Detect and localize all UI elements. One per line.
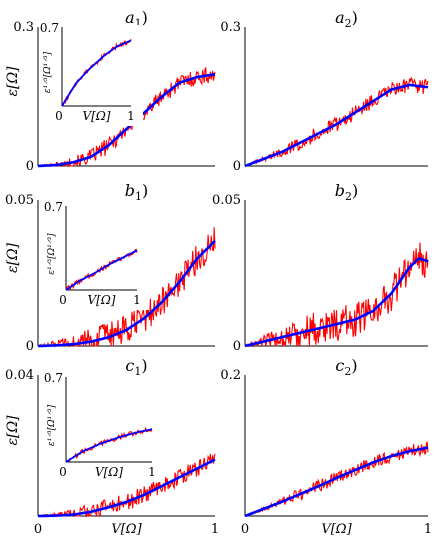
inset-xtick-0-c1: 0 — [59, 465, 67, 479]
series-noisy-b2 — [245, 242, 429, 348]
xtick-0-c1: 0 — [34, 522, 42, 537]
inset-b1: 0.7 0 1 V[Ω] ε¹ᐟ³[Ω¹ᐟ³] — [44, 200, 149, 310]
series-average-c2 — [244, 446, 429, 518]
panel-a1: 0.3 0 ε[Ω] a1) 0.7 0 1 V[Ω] ε¹ᐟ³[Ω¹ᐟ³] — [5, 8, 216, 174]
series-average-a2 — [244, 83, 429, 168]
xlabel-c2: V[Ω] — [321, 522, 352, 537]
inset-ylabel-b1: ε¹ᐟ³[Ω¹ᐟ³] — [47, 233, 57, 275]
inset-ylabel-c1: ε¹ᐟ³[Ω¹ᐟ³] — [47, 404, 57, 446]
ytick-bottom-a2: 0 — [233, 159, 241, 174]
series-average-b2 — [244, 256, 429, 348]
inset-ytick-c1: 0.7 — [44, 371, 63, 385]
series-average-a1 — [37, 73, 216, 168]
panel-label-c1: c1) — [125, 356, 147, 378]
xtick-1-c2: 1 — [424, 522, 432, 537]
panel-label-b2: b2) — [335, 181, 359, 203]
inset-background-c1 — [44, 375, 164, 482]
inset-series-average-c1 — [65, 428, 153, 463]
xlabel-c1: V[Ω] — [111, 522, 142, 537]
inset-a1: 0.7 0 1 V[Ω] ε¹ᐟ³[Ω¹ᐟ³] — [40, 21, 143, 126]
ytick-top-b1: 0.05 — [5, 193, 34, 208]
ytick-top-a1: 0.3 — [13, 20, 34, 35]
panel-b1: 0.05 0 ε[Ω] b1) 0.7 0 1 V[Ω] ε¹ᐟ³[Ω¹ᐟ³] — [5, 181, 216, 354]
series-noisy-c1 — [37, 453, 216, 519]
inset-xlabel-a1: V[Ω] — [83, 109, 111, 123]
inset-ylabel-a1: ε¹ᐟ³[Ω¹ᐟ³] — [43, 51, 53, 93]
ylabel-b1: ε[Ω] — [5, 242, 21, 273]
inset-xtick-1-c1: 1 — [148, 465, 156, 479]
ytick-top-c2: 0.2 — [220, 368, 241, 383]
ylabel-a1: ε[Ω] — [5, 66, 21, 97]
xtick-0-c2: 0 — [241, 522, 249, 537]
inset-ytick-a1: 0.7 — [40, 21, 59, 35]
panel-label-a1: a1) — [125, 8, 148, 30]
inset-xtick-1-a1: 1 — [127, 109, 135, 123]
panel-c1: 0.04 0 1 V[Ω] ε[Ω] c1) 0.7 0 1 V[Ω] ε¹ᐟ³[Ω¹ᐟ³] — [5, 356, 219, 537]
inset-ytick-b1: 0.7 — [44, 200, 63, 214]
inset-series-average-b1 — [65, 249, 138, 291]
panel-label-a2: a2) — [335, 8, 358, 30]
inset-xtick-1-b1: 1 — [133, 293, 141, 307]
ytick-top-b2: 0.05 — [212, 193, 241, 208]
panel-c2: 0.2 0 1 V[Ω] c2) — [220, 356, 432, 537]
series-average-b1 — [38, 239, 216, 348]
inset-xlabel-b1: V[Ω] — [88, 293, 116, 307]
ytick-bottom-a1: 0 — [26, 159, 34, 174]
ytick-bottom-b2: 0 — [233, 339, 241, 354]
inset-xlabel-c1: V[Ω] — [95, 465, 123, 479]
inset-xtick-0-b1: 0 — [59, 293, 67, 307]
ylabel-c1: ε[Ω] — [5, 415, 21, 446]
series-average-c1 — [38, 458, 216, 518]
ytick-top-c1: 0.04 — [5, 368, 34, 383]
panel-b2: 0.05 0 b2) — [212, 181, 429, 354]
panel-label-b1: b1) — [125, 181, 149, 203]
series-noisy-a2 — [244, 76, 429, 167]
inset-xtick-0-a1: 0 — [55, 109, 63, 123]
panel-a2: 0.3 0 a2) — [220, 8, 429, 174]
inset-c1: 0.7 0 1 V[Ω] ε¹ᐟ³[Ω¹ᐟ³] — [44, 371, 164, 482]
inset-series-average-a1 — [61, 39, 132, 107]
inset-background-b1 — [44, 204, 149, 310]
ytick-top-a2: 0.3 — [220, 20, 241, 35]
xtick-1-c1: 1 — [211, 522, 219, 537]
ytick-bottom-b1: 0 — [26, 339, 34, 354]
panel-label-c2: c2) — [335, 356, 357, 378]
